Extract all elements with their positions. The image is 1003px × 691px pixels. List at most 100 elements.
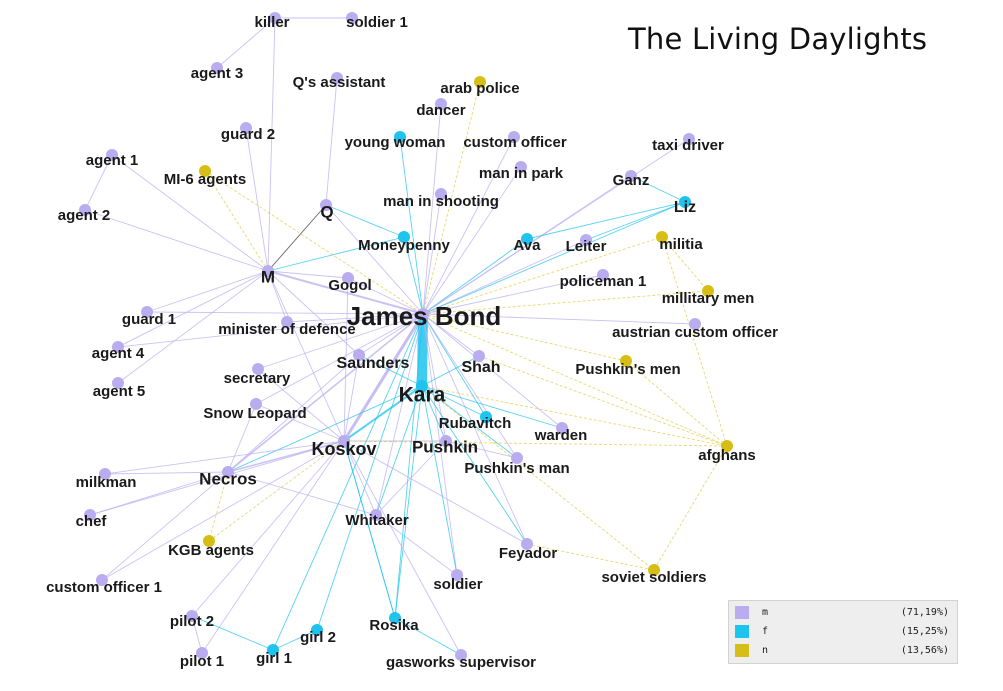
node-label-guard-2: guard 2 [221, 126, 275, 143]
node-soviet-soldiers[interactable]: soviet soldiers [601, 564, 707, 586]
node-girl-2[interactable]: girl 2 [300, 624, 336, 646]
edge-necros-chef [89, 471, 229, 516]
node-label-pushkin: Pushkin [412, 437, 478, 456]
node-kgb-agents[interactable]: KGB agents [168, 535, 254, 559]
nodes-layer: killer soldier 1 agent 3 Q's assistant arab … [46, 12, 778, 671]
node-label-q-s-assistant: Q's assistant [293, 74, 386, 91]
node-marker-man-in-park [515, 161, 527, 173]
node-taxi-driver[interactable]: taxi driver [652, 133, 724, 154]
node-leiter[interactable]: Leiter [566, 234, 607, 255]
node-marker-guard-2 [240, 122, 252, 134]
edge-q-james-bond [325, 204, 424, 315]
node-agent-1[interactable]: agent 1 [86, 149, 139, 169]
node-label-young-woman: young woman [345, 134, 446, 151]
node-dancer[interactable]: dancer [416, 98, 466, 119]
node-marker-agent-3 [211, 62, 223, 74]
node-m[interactable]: M [261, 265, 275, 286]
node-snow-leopard[interactable]: Snow Leopard [203, 398, 307, 422]
edge-feyador-soviet-soldiers [526, 543, 655, 571]
node-shah[interactable]: Shah [461, 350, 501, 376]
node-chef[interactable]: chef [76, 509, 108, 530]
node-marker-dancer [435, 98, 447, 110]
node-agent-3[interactable]: agent 3 [191, 62, 244, 82]
node-q[interactable]: Q [320, 199, 334, 221]
node-agent-4[interactable]: agent 4 [92, 341, 145, 362]
node-afghans[interactable]: afghans [698, 440, 756, 464]
edge-necros-milkman [104, 471, 229, 475]
node-rubavitch[interactable]: Rubavitch [439, 411, 512, 432]
node-warden[interactable]: warden [534, 422, 588, 444]
node-ganz[interactable]: Ganz [613, 170, 650, 189]
node-saunders[interactable]: Saunders [337, 349, 410, 372]
node-militia[interactable]: militia [656, 231, 703, 253]
edge-rosika-gasworks-supervisor [394, 617, 462, 656]
node-girl-1[interactable]: girl 1 [256, 644, 292, 667]
edge-liz-ganz [630, 175, 686, 203]
edge-koskov-milkman [104, 440, 345, 475]
node-moneypenny[interactable]: Moneypenny [358, 231, 450, 254]
edge-james-bond-dancer [422, 103, 442, 315]
edge-james-bond-necros [227, 313, 424, 473]
node-mi-6-agents[interactable]: MI-6 agents [164, 165, 247, 188]
node-marker-feyador [521, 538, 533, 550]
node-marker-agent-2 [79, 204, 91, 216]
node-pushkin[interactable]: Pushkin [412, 435, 478, 456]
legend-label-m: m [762, 607, 769, 618]
edge-james-bond-secretary [257, 313, 424, 370]
node-milkman[interactable]: milkman [76, 468, 137, 491]
edge-killer-agent-3 [216, 17, 276, 69]
node-young-woman[interactable]: young woman [345, 131, 446, 151]
node-feyador[interactable]: Feyador [499, 538, 558, 562]
edge-james-bond-feyador [422, 313, 528, 545]
node-agent-2[interactable]: agent 2 [58, 204, 111, 224]
node-pushkin-s-men[interactable]: Pushkin's men [575, 355, 681, 378]
edge-m-koskov [267, 270, 345, 442]
node-q-s-assistant[interactable]: Q's assistant [293, 72, 386, 91]
node-guard-1[interactable]: guard 1 [122, 306, 176, 328]
node-koskov[interactable]: Koskov [311, 435, 377, 459]
node-pilot-1[interactable]: pilot 1 [180, 647, 224, 670]
node-guard-2[interactable]: guard 2 [221, 122, 275, 143]
edge-m-agent-4 [117, 270, 269, 348]
node-man-in-park[interactable]: man in park [479, 161, 564, 182]
node-pilot-2[interactable]: pilot 2 [170, 610, 214, 630]
node-custom-officer-1[interactable]: custom officer 1 [46, 574, 162, 596]
node-minister-of-defence[interactable]: minister of defence [218, 316, 356, 338]
node-soldier[interactable]: soldier [433, 569, 483, 593]
node-millitary-men[interactable]: millitary men [662, 285, 755, 307]
node-soldier-1[interactable]: soldier 1 [346, 12, 408, 31]
node-label-millitary-men: millitary men [662, 290, 755, 307]
node-killer[interactable]: killer [254, 12, 290, 31]
node-pushkin-s-man[interactable]: Pushkin's man [464, 452, 570, 477]
node-policeman-1[interactable]: policeman 1 [560, 269, 647, 290]
node-man-in-shooting[interactable]: man in shooting [383, 188, 499, 210]
node-liz[interactable]: Liz [674, 196, 696, 216]
node-gasworks-supervisor[interactable]: gasworks supervisor [386, 649, 536, 671]
node-rosika[interactable]: Rosika [369, 612, 419, 634]
legend-row-f: f (15,25%) [729, 623, 957, 641]
node-agent-5[interactable]: agent 5 [93, 377, 146, 400]
edge-james-bond-pushkin-s-man [422, 313, 518, 459]
edge-kara-saunders [358, 354, 423, 387]
node-gogol[interactable]: Gogol [328, 272, 372, 294]
edge-kara-whitaker [375, 385, 423, 516]
edge-kara-afghans [421, 385, 728, 447]
node-whitaker[interactable]: Whitaker [345, 509, 409, 529]
node-necros[interactable]: Necros [199, 466, 257, 488]
node-ava[interactable]: Ava [514, 233, 542, 254]
node-marker-agent-5 [112, 377, 124, 389]
edge-m-gogol [267, 270, 349, 279]
node-custom-officer[interactable]: custom officer [463, 131, 567, 151]
edge-rosika-koskov [343, 440, 396, 619]
node-kara[interactable]: Kara [399, 380, 446, 407]
node-james-bond[interactable]: James Bond [347, 301, 502, 331]
node-austrian-custom-officer[interactable]: austrian custom officer [612, 318, 778, 341]
node-arab-police[interactable]: arab police [440, 76, 520, 97]
edge-koskov-pilot-2 [191, 440, 345, 617]
edge-m-agent-5 [117, 270, 269, 384]
node-label-ganz: Ganz [613, 172, 650, 189]
node-label-shah: Shah [461, 359, 500, 376]
node-label-man-in-park: man in park [479, 165, 564, 182]
edge-koskov-feyador [343, 440, 528, 545]
node-secretary[interactable]: secretary [224, 363, 291, 387]
